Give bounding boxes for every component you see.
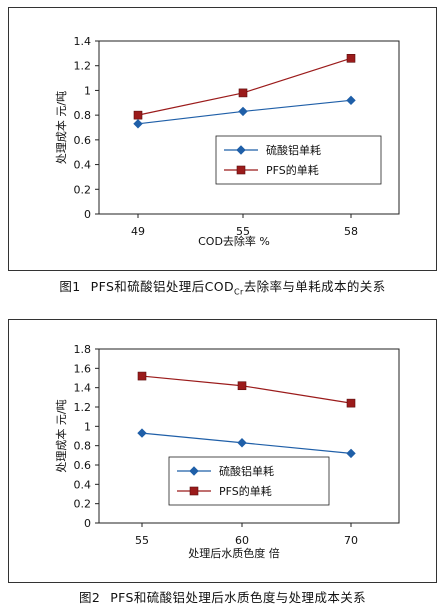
y-tick-label: 0.6 [74,459,92,472]
y-tick-label: 0 [84,517,91,530]
data-point [238,106,248,117]
y-axis-title: 处理成本 元/吨 [54,91,68,164]
legend-label: PFS的单耗 [266,163,319,177]
y-tick-label: 1.4 [74,382,92,395]
figure-1-caption-main: PFS和硫酸铝处理后COD [90,279,234,294]
y-tick-label: 0.2 [74,183,92,196]
y-tick-label: 1 [84,84,91,97]
y-tick-label: 1.4 [74,35,92,48]
figure-1-number: 图1 [59,279,81,294]
figure-2-frame: 0 0.2 0.4 0.6 0.8 1 1.2 1.4 1.6 1.8 55 60 70 处理后水质色度 … [8,319,437,583]
y-tick-label: 0.8 [74,440,92,453]
x-axis-title: 处理后水质色度 倍 [188,546,280,560]
figure-1-frame: 0 0.2 0.4 0.6 0.8 1 1.2 1.4 49 55 58 COD去除率 % 处理成本 元… [8,7,437,271]
x-tick-label: 55 [236,225,250,238]
legend-swatch-marker [189,486,199,496]
x-tick-label: 55 [135,534,149,547]
x-tick-label: 70 [344,534,358,547]
series-line [141,375,352,404]
figure-2-number: 图2 [78,590,101,605]
figure-1-caption: 图1 PFS和硫酸铝处理后CODCr去除率与单耗成本的关系 [0,276,445,297]
figure-1-caption-subscript: Cr [234,287,244,297]
x-axis-title: COD去除率 % [198,234,270,248]
plot-area-border [98,40,400,215]
y-tick-label: 1.8 [74,343,92,356]
legend-box [215,135,382,185]
y-tick-label: 0 [84,208,91,221]
data-point [346,53,356,63]
data-point [238,88,248,98]
legend-label: PFS的单耗 [219,484,272,498]
x-tick-label: 49 [131,225,145,238]
data-point [133,119,143,129]
legend-swatch-marker [236,145,246,155]
data-point [133,110,143,120]
y-tick-label: 0.2 [74,498,92,511]
figure-2-caption-main: PFS和硫酸铝处理后水质色度与处理成本关系 [110,590,367,605]
data-point [237,381,247,391]
data-point [137,428,147,438]
data-point [346,398,356,408]
data-point [137,371,147,381]
series-line [141,432,352,454]
data-point [237,438,247,448]
series-line [137,57,352,116]
legend-label: 硫酸铝单耗 [219,464,274,478]
figure-1-caption-rest: 去除率与单耗成本的关系 [243,279,386,294]
legend-label: 硫酸铝单耗 [266,143,321,157]
x-tick-label: 60 [235,534,249,547]
y-tick-label: 0.6 [74,134,92,147]
legend-box [168,456,330,506]
y-tick-label: 1.2 [74,401,92,414]
legend-swatch-marker [189,466,199,476]
legend-swatch-marker [236,165,246,175]
y-tick-label: 0.8 [74,109,92,122]
x-tick-label: 58 [344,225,358,238]
y-tick-label: 0.4 [74,478,92,491]
y-axis-title: 处理成本 元/吨 [54,399,68,472]
y-tick-label: 1.6 [74,362,92,375]
figure-2-caption: 图2 PFS和硫酸铝处理后水质色度与处理成本关系 [0,587,445,608]
chart-1: 0 0.2 0.4 0.6 0.8 1 1.2 1.4 49 55 58 COD去除率 % 处理成本 元… [54,35,400,248]
y-tick-label: 1 [84,420,91,433]
data-point [346,448,356,459]
y-tick-label: 0.4 [74,159,92,172]
chart-2: 0 0.2 0.4 0.6 0.8 1 1.2 1.4 1.6 1.8 55 60 70 处理后水质色度 … [54,343,400,560]
y-tick-label: 1.2 [74,60,92,73]
plot-area-border [98,348,400,524]
data-point [346,95,356,106]
